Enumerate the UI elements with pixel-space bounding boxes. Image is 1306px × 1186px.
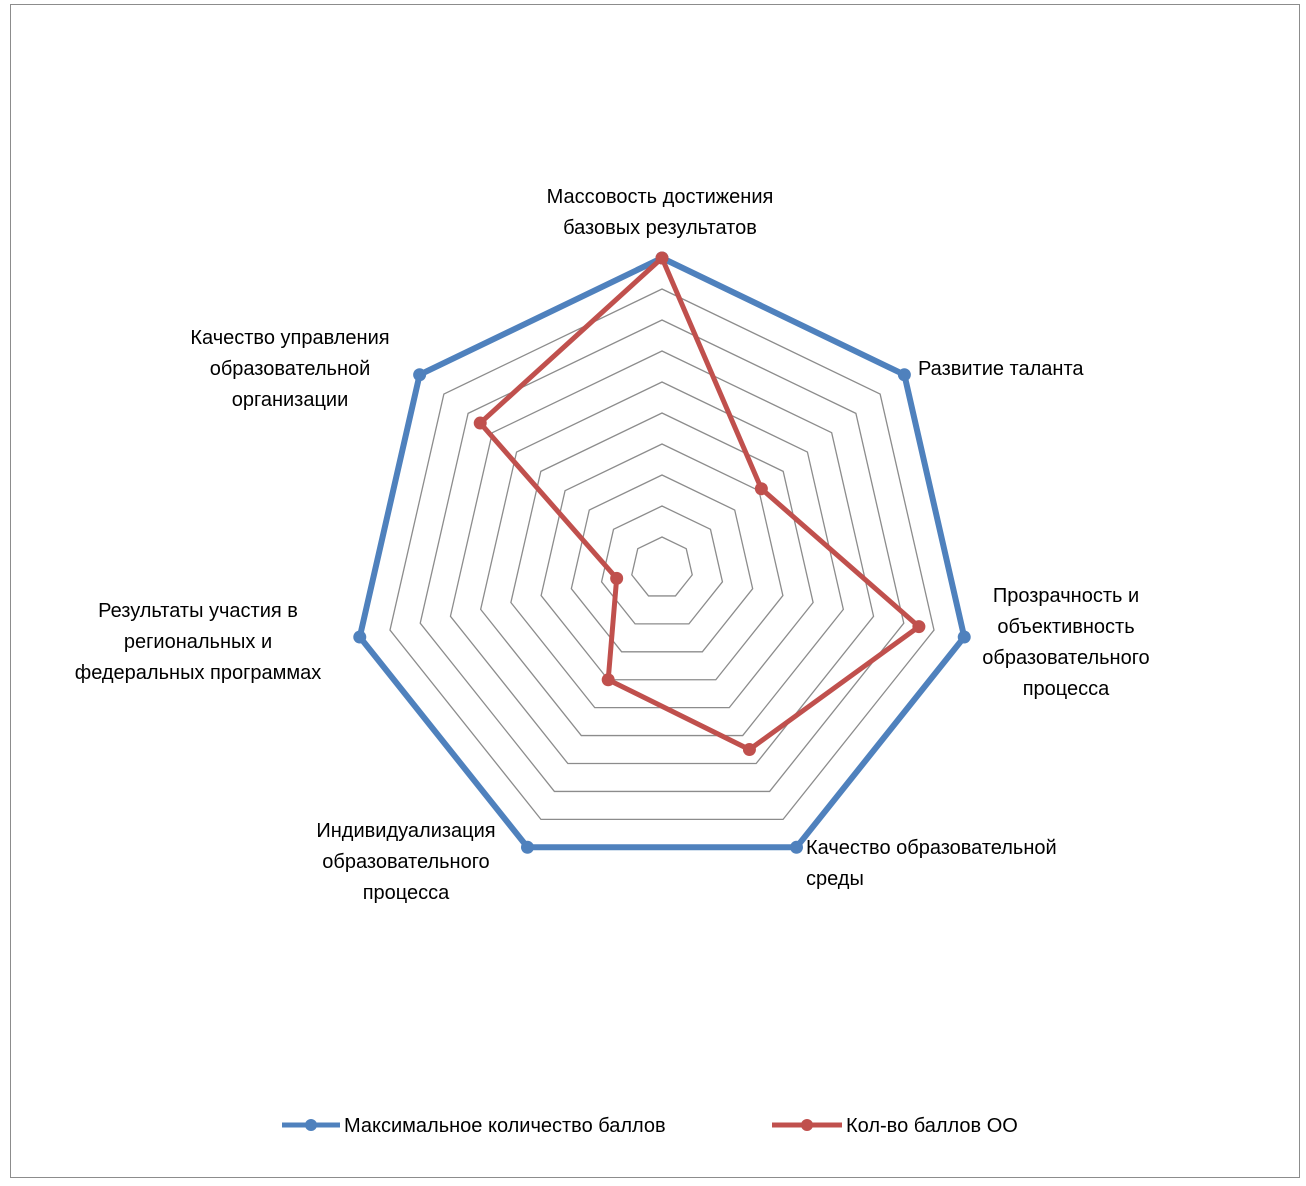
series-0-point-4	[520, 840, 534, 854]
axis-label-1: Развитие таланта	[918, 358, 1084, 380]
grid-ring-6	[479, 381, 845, 737]
axis-label-4-line-2: процесса	[363, 882, 450, 904]
series-1-point-0	[655, 251, 669, 265]
axis-label-6-line-0: Качество управления	[190, 327, 389, 349]
legend-label-0: Максимальное количество баллов	[344, 1115, 666, 1137]
axis-label-5-line-0: Результаты участия в	[98, 600, 298, 622]
series-1-point-2	[912, 620, 926, 634]
axis-label-0-line-0: Массовость достижения	[547, 186, 774, 208]
axis-label-6-line-2: организации	[232, 389, 349, 411]
axis-label-4: Индивидуализация образовательного процесса	[316, 820, 495, 904]
axis-label-4-line-0: Индивидуализация	[316, 820, 495, 842]
axis-label-2-line-0: Прозрачность и	[993, 585, 1139, 607]
series-1-point-3	[742, 743, 756, 757]
axis-label-2-line-1: объективность	[997, 616, 1134, 638]
radar-series	[353, 251, 971, 854]
axis-label-5-line-1: региональных и	[124, 631, 272, 653]
legend-label-1: Кол-во баллов ОО	[846, 1115, 1018, 1137]
axis-labels: Массовость достижения базовых результатов…	[75, 186, 1150, 904]
grid-ring-8	[419, 319, 905, 793]
axis-label-0-line-1: базовых результатов	[563, 217, 757, 239]
grid-ring-1	[631, 536, 693, 597]
grid-ring-3	[570, 474, 754, 653]
series-1-point-6	[473, 416, 487, 430]
series-0-point-3	[790, 840, 804, 854]
legend: Максимальное количество баллов Кол-во бал…	[282, 1115, 1018, 1137]
axis-label-6: Качество управления образовательной органи…	[190, 327, 389, 411]
grid-ring-2	[600, 505, 724, 625]
grid-ring-4	[540, 443, 784, 681]
axis-label-5: Результаты участия в региональных и федера…	[75, 600, 321, 684]
grid-ring-9	[389, 288, 935, 821]
axis-label-2-line-2: образовательного	[982, 647, 1149, 669]
axis-label-3-line-1: среды	[806, 868, 864, 890]
series-0-point-6	[413, 368, 427, 382]
grid-ring-7	[449, 350, 875, 765]
axis-label-0: Массовость достижения базовых результатов	[547, 186, 774, 239]
axis-label-1-line-0: Развитие таланта	[918, 358, 1084, 380]
axis-label-5-line-2: федеральных программах	[75, 662, 321, 684]
chart-frame	[10, 4, 1300, 1178]
series-1-point-5	[610, 571, 624, 585]
axis-label-3-line-0: Качество образовательной	[806, 837, 1057, 859]
axis-label-4-line-1: образовательного	[322, 851, 489, 873]
axis-label-3: Качество образовательной среды	[806, 837, 1057, 890]
series-1-point-4	[601, 673, 615, 687]
axis-label-2-line-3: процесса	[1023, 678, 1110, 700]
axis-label-6-line-1: образовательной	[210, 358, 371, 380]
grid-ring-10	[359, 257, 965, 848]
series-0-point-5	[353, 630, 367, 644]
series-1-point-1	[754, 482, 768, 496]
series-0-point-2	[957, 630, 971, 644]
legend-swatch-marker-1	[801, 1119, 813, 1131]
legend-swatch-marker-0	[305, 1119, 317, 1131]
series-0-point-1	[897, 368, 911, 382]
series-line-0	[356, 254, 968, 851]
radar-grid	[359, 257, 965, 848]
series-line-1	[476, 253, 923, 753]
axis-label-2: Прозрачность и объективность образовательн…	[982, 585, 1149, 700]
grid-ring-5	[510, 412, 814, 709]
